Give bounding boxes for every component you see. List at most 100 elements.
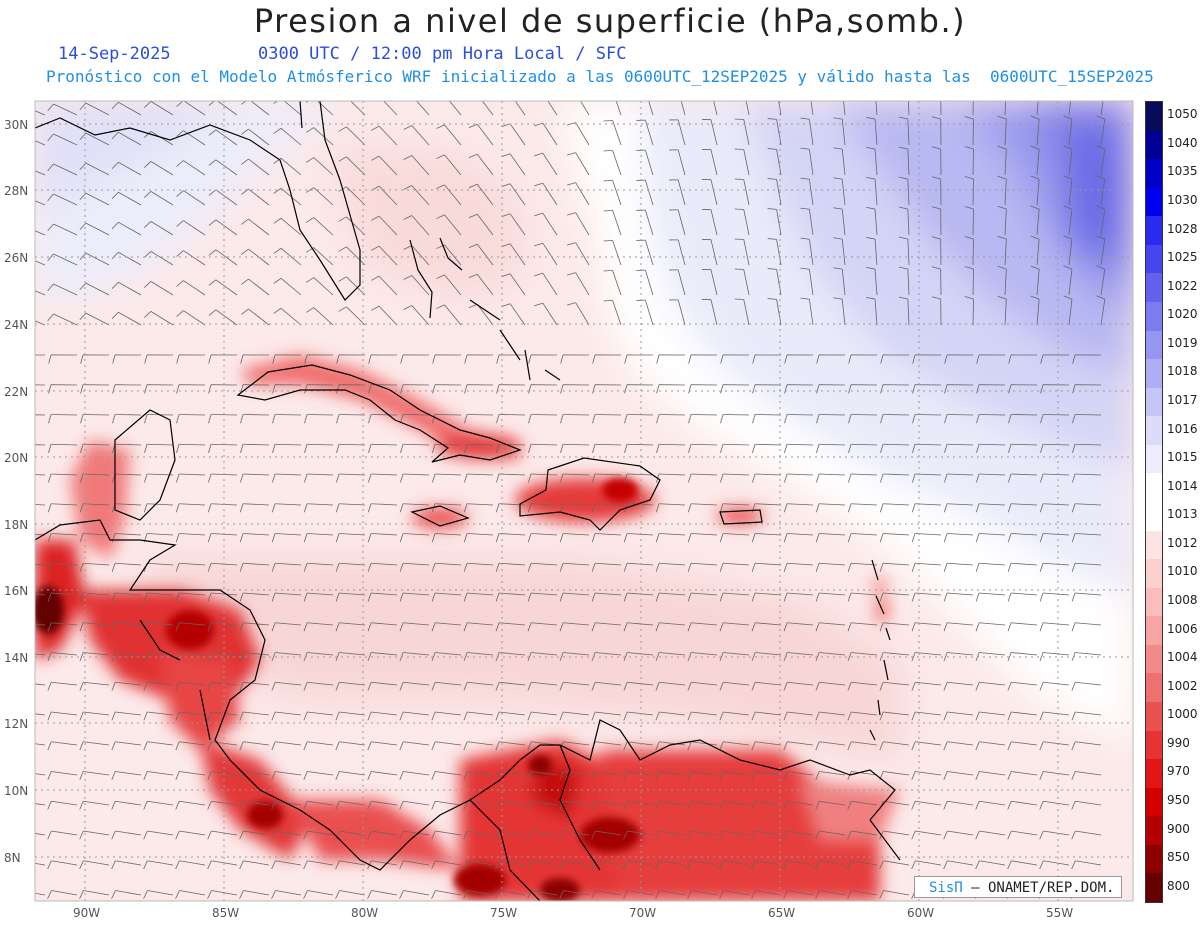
wind-barb-shaft xyxy=(875,101,878,116)
wind-barb-shaft xyxy=(723,800,750,806)
wind-barb-shaft xyxy=(542,182,558,206)
wind-barb-feather xyxy=(303,563,308,572)
sispi-logo-text: SisΠ xyxy=(929,880,963,896)
wind-barb-shaft xyxy=(972,148,974,176)
wind-barb-feather xyxy=(80,384,84,394)
wind-barb-shaft xyxy=(626,443,654,446)
wind-barb-shaft xyxy=(563,800,590,806)
wind-barb-feather xyxy=(241,308,249,315)
wind-barb-shaft xyxy=(947,741,974,746)
wind-barb-feather xyxy=(655,860,660,870)
wind-barb-feather xyxy=(16,623,19,631)
wind-barb-shaft xyxy=(403,741,430,746)
wind-barb-shaft xyxy=(819,592,846,596)
wind-barb-feather xyxy=(176,101,184,107)
wind-barb-shaft xyxy=(915,711,942,716)
wind-barb-feather xyxy=(16,165,22,172)
wind-barb-feather xyxy=(559,622,564,632)
wind-barb-shaft xyxy=(411,215,430,236)
wind-barb-shaft xyxy=(915,681,942,686)
wind-barb-feather xyxy=(79,282,87,291)
wind-barb-feather xyxy=(911,711,916,721)
wind-barb-shaft xyxy=(612,180,622,206)
wind-barb-feather xyxy=(370,215,380,221)
wind-barb-feather xyxy=(624,414,628,424)
wind-barb-shaft xyxy=(691,830,718,836)
wind-barb-shaft xyxy=(35,110,46,116)
wind-barb-feather xyxy=(1007,592,1012,602)
wind-barb-feather xyxy=(463,860,468,870)
wind-barb-feather xyxy=(79,652,84,662)
wind-barb-feather xyxy=(603,149,613,152)
wind-barb-shaft xyxy=(530,443,558,446)
wind-barb-feather xyxy=(720,414,724,424)
colorbar-label: 1010 xyxy=(1167,564,1198,579)
wind-barb-feather xyxy=(16,474,19,483)
wind-barb-shaft xyxy=(819,681,846,686)
wind-barb-shaft xyxy=(118,131,142,146)
wind-barb-shaft xyxy=(178,443,206,446)
wind-barb-feather xyxy=(1063,175,1073,180)
wind-barb-shaft xyxy=(915,771,942,776)
wind-barb-feather xyxy=(800,88,809,89)
wind-barb-feather xyxy=(687,771,692,780)
wind-barb-feather xyxy=(239,473,244,483)
coastlines xyxy=(35,101,901,901)
wind-barb-shaft xyxy=(972,298,974,326)
wind-barb-feather xyxy=(495,741,500,751)
wind-barb-shaft xyxy=(850,443,878,446)
wind-barb-feather xyxy=(655,622,660,632)
wind-barb-shaft xyxy=(371,533,398,536)
wind-barb-feather xyxy=(943,711,948,721)
wind-barb-shaft xyxy=(1011,503,1038,506)
wind-barb-shaft xyxy=(1075,503,1102,506)
wind-barb-shaft xyxy=(378,305,398,326)
wind-barb-feather xyxy=(468,123,478,129)
wind-barb-shaft xyxy=(435,890,462,896)
wind-barb-feather xyxy=(943,830,948,840)
wind-barb-feather xyxy=(943,771,948,780)
wind-barb-feather xyxy=(144,414,148,424)
wind-barb-shaft xyxy=(435,473,462,476)
wind-barb-shaft xyxy=(723,592,750,596)
wind-barb-shaft xyxy=(809,209,814,236)
wind-barb-feather xyxy=(783,622,788,632)
wind-barb-feather xyxy=(784,354,788,364)
wind-barb-shaft xyxy=(1043,503,1070,506)
wind-barb-shaft xyxy=(35,892,46,896)
wind-barb-feather xyxy=(79,503,84,513)
colorbar-swatch xyxy=(1146,159,1162,189)
wind-barb-feather xyxy=(1039,801,1044,810)
wind-barb-feather xyxy=(1007,622,1012,632)
wind-barb-shaft xyxy=(595,830,622,836)
wind-barb-feather xyxy=(964,266,974,270)
wind-barb-feather xyxy=(899,87,908,89)
wind-barb-feather xyxy=(463,473,468,483)
wind-barb-feather xyxy=(847,890,852,899)
wind-barb-shaft xyxy=(627,771,654,776)
wind-barb-shaft xyxy=(403,771,430,776)
wind-barb-shaft xyxy=(499,830,526,836)
wind-barb-feather xyxy=(367,741,372,751)
wind-barb-feather xyxy=(687,682,692,691)
wind-barb-feather xyxy=(997,145,1007,150)
colorbar-label: 1018 xyxy=(1167,364,1198,379)
wind-barb-shaft xyxy=(809,239,814,266)
wind-barb-feather xyxy=(527,682,532,691)
colorbar-swatch xyxy=(1146,273,1162,303)
wind-barb-shaft xyxy=(755,741,782,746)
wind-barb-feather xyxy=(943,801,948,810)
wind-barb-shaft xyxy=(723,533,750,536)
lat-label: 10N xyxy=(4,784,29,798)
wind-barb-feather xyxy=(879,473,884,483)
wind-barb-shaft xyxy=(402,443,430,446)
wind-barb-feather xyxy=(463,622,468,632)
wind-barb-feather xyxy=(403,305,412,310)
wind-barb-feather xyxy=(783,771,788,780)
wind-barb-shaft xyxy=(115,652,142,656)
wind-barb-shaft xyxy=(946,414,974,416)
wind-barb-shaft xyxy=(183,220,206,236)
wind-barb-feather xyxy=(559,682,564,691)
wind-barb-feather xyxy=(175,652,180,662)
colorbar-swatch xyxy=(1146,444,1162,474)
